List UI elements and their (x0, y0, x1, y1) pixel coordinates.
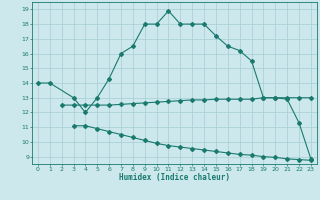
X-axis label: Humidex (Indice chaleur): Humidex (Indice chaleur) (119, 173, 230, 182)
